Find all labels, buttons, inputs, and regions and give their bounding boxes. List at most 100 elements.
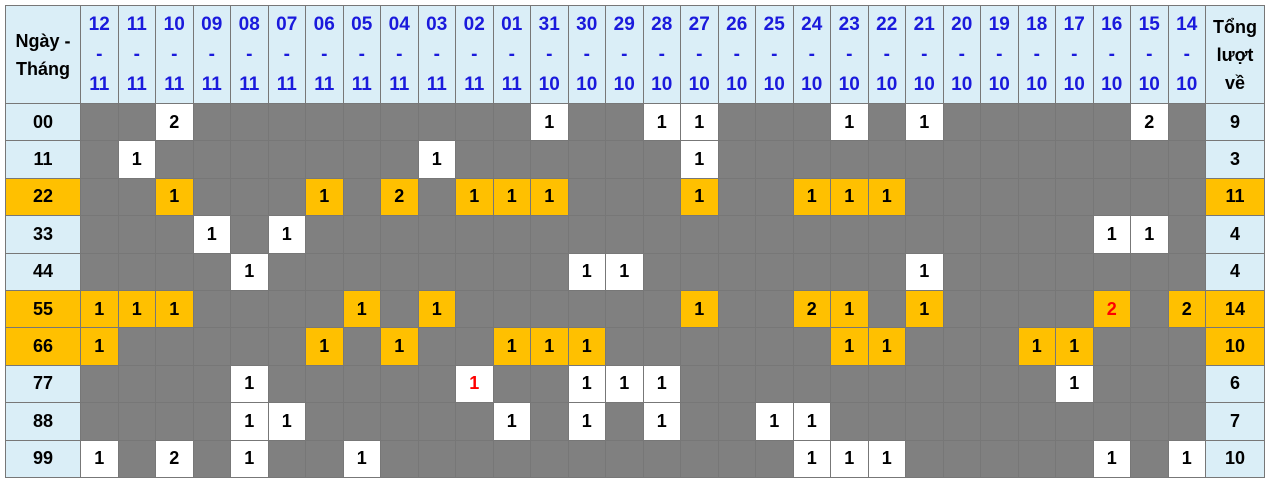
count-cell: 1 xyxy=(230,364,269,404)
empty-cell xyxy=(117,102,156,142)
count-cell: 1 xyxy=(642,102,681,142)
empty-cell xyxy=(1055,140,1094,179)
empty-cell xyxy=(455,140,494,179)
date-header: 30 - 10 xyxy=(567,5,606,104)
date-header: 16 - 10 xyxy=(1092,5,1131,104)
count-cell: 1 xyxy=(305,177,344,217)
empty-cell xyxy=(1167,364,1206,404)
date-day: 15 xyxy=(1138,13,1160,35)
date-day: 01 xyxy=(501,13,523,35)
empty-cell xyxy=(530,215,569,254)
date-header: 22 - 10 xyxy=(867,5,906,104)
count-cell: 1 xyxy=(680,289,719,329)
empty-cell xyxy=(830,252,869,291)
count-cell: 1 xyxy=(380,327,419,366)
empty-cell xyxy=(267,289,306,329)
empty-cell xyxy=(380,402,419,441)
date-month: 10 xyxy=(1026,73,1048,95)
empty-cell xyxy=(642,177,681,217)
empty-cell xyxy=(305,252,344,291)
empty-cell xyxy=(605,439,644,478)
table-row: 66 1 1 1 1 1 1 1 1 1 1 10 xyxy=(5,327,1265,366)
date-month: 11 xyxy=(239,73,260,95)
date-separator: - xyxy=(508,43,515,65)
empty-cell xyxy=(717,215,756,254)
date-day: 26 xyxy=(726,13,748,35)
empty-cell xyxy=(455,252,494,291)
empty-cell xyxy=(380,289,419,329)
empty-cell xyxy=(1130,364,1169,404)
empty-cell xyxy=(642,327,681,366)
empty-cell xyxy=(792,140,831,179)
row-label: 33 xyxy=(5,215,81,254)
empty-cell xyxy=(192,102,231,142)
empty-cell xyxy=(492,215,531,254)
table-row: 55 1 1 1 1 1 1 2 1 1 2 2 14 xyxy=(5,289,1265,329)
date-header: 02 - 11 xyxy=(455,5,494,104)
empty-cell xyxy=(605,177,644,217)
row-label: 55 xyxy=(5,289,81,329)
date-header: 27 - 10 xyxy=(680,5,719,104)
empty-cell xyxy=(192,364,231,404)
empty-cell xyxy=(942,364,981,404)
empty-cell xyxy=(792,252,831,291)
empty-cell xyxy=(1017,364,1056,404)
empty-cell xyxy=(867,102,906,142)
empty-cell xyxy=(680,402,719,441)
empty-cell xyxy=(605,140,644,179)
count-cell: 1 xyxy=(455,364,494,404)
empty-cell xyxy=(980,252,1019,291)
empty-cell xyxy=(530,439,569,478)
empty-cell xyxy=(80,177,119,217)
empty-cell xyxy=(530,289,569,329)
date-header: 11 - 11 xyxy=(117,5,156,104)
count-cell: 1 xyxy=(80,289,119,329)
empty-cell xyxy=(605,402,644,441)
empty-cell xyxy=(342,140,381,179)
date-header: 29 - 10 xyxy=(605,5,644,104)
count-cell: 1 xyxy=(417,140,456,179)
empty-cell xyxy=(642,215,681,254)
date-header: 12 - 11 xyxy=(80,5,119,104)
empty-cell xyxy=(417,252,456,291)
empty-cell xyxy=(492,364,531,404)
empty-cell xyxy=(980,215,1019,254)
empty-cell xyxy=(717,364,756,404)
empty-cell xyxy=(717,252,756,291)
empty-cell xyxy=(530,402,569,441)
count-cell: 1 xyxy=(792,177,831,217)
date-separator: - xyxy=(546,43,553,65)
table-row: 22 1 1 2 1 1 1 1 1 1 1 11 xyxy=(5,177,1265,217)
date-day: 25 xyxy=(763,13,785,35)
date-header: 08 - 11 xyxy=(230,5,269,104)
date-header: 19 - 10 xyxy=(980,5,1019,104)
empty-cell xyxy=(117,327,156,366)
empty-cell xyxy=(342,327,381,366)
count-cell: 1 xyxy=(830,102,869,142)
date-day: 08 xyxy=(238,13,260,35)
date-separator: - xyxy=(133,43,140,65)
empty-cell xyxy=(1130,140,1169,179)
count-cell: 2 xyxy=(792,289,831,329)
table-row: 33 1 1 1 1 4 xyxy=(5,215,1265,254)
empty-cell xyxy=(1092,177,1131,217)
count-cell: 1 xyxy=(905,102,944,142)
date-month: 11 xyxy=(389,73,410,95)
empty-cell xyxy=(980,177,1019,217)
empty-cell xyxy=(305,402,344,441)
date-separator: - xyxy=(283,43,290,65)
date-day: 31 xyxy=(538,13,560,35)
empty-cell xyxy=(905,327,944,366)
date-day: 29 xyxy=(613,13,635,35)
count-cell: 1 xyxy=(1092,215,1131,254)
empty-cell xyxy=(342,402,381,441)
date-day: 24 xyxy=(801,13,823,35)
empty-cell xyxy=(417,364,456,404)
empty-cell xyxy=(942,289,981,329)
date-header: 06 - 11 xyxy=(305,5,344,104)
empty-cell xyxy=(567,215,606,254)
empty-cell xyxy=(1130,252,1169,291)
row-label-header: Ngày - Tháng xyxy=(5,5,81,104)
empty-cell xyxy=(417,327,456,366)
count-cell: 1 xyxy=(605,252,644,291)
